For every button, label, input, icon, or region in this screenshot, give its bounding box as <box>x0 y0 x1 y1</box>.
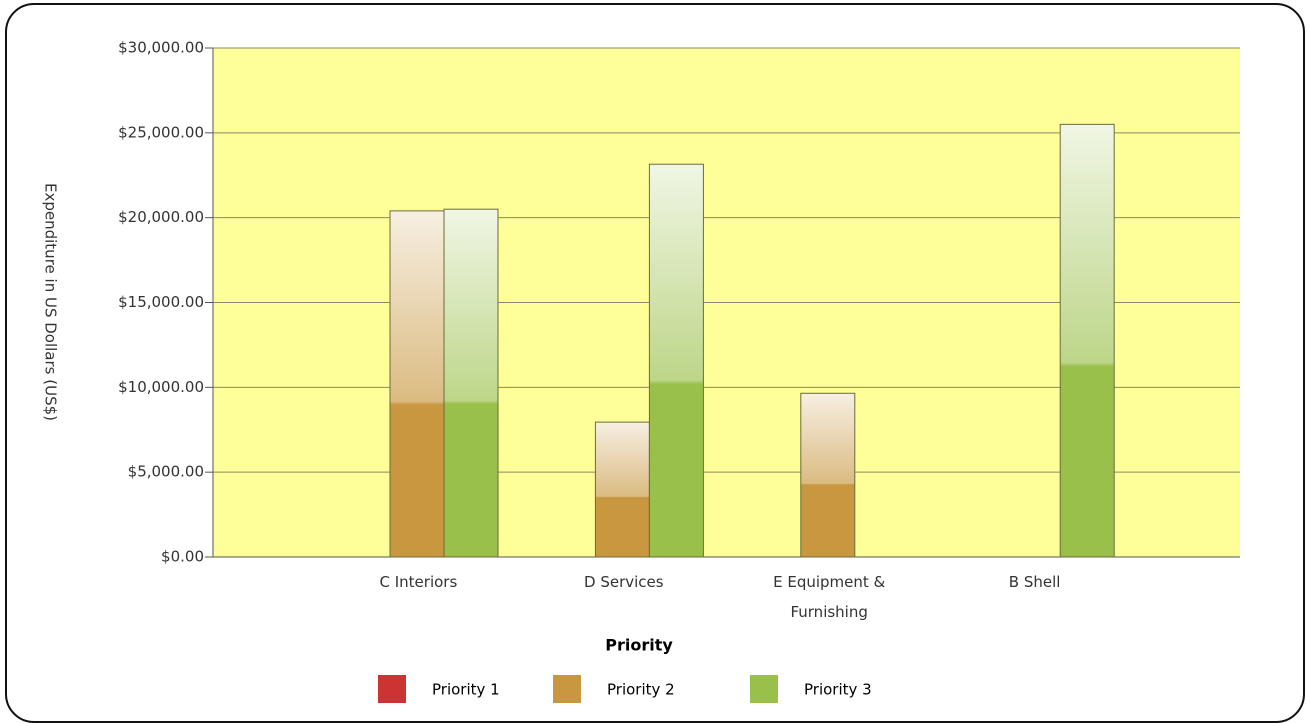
bar <box>389 210 445 558</box>
legend-swatch <box>750 675 778 703</box>
bar <box>800 392 856 558</box>
legend-label: Priority 2 <box>607 681 675 699</box>
bar <box>443 208 499 558</box>
y-tick-label: $15,000.00 <box>118 293 204 311</box>
bar <box>1059 123 1115 558</box>
x-tick-label: B Shell <box>1008 573 1061 591</box>
legend-label: Priority 3 <box>804 681 872 699</box>
y-tick-label: $30,000.00 <box>118 39 204 57</box>
y-axis-title: Expenditure in US Dollars (US$) <box>42 183 60 421</box>
x-tick-label: D Services <box>584 573 664 591</box>
x-axis-title: Priority <box>605 636 673 655</box>
x-tick-label: C Interiors <box>379 573 458 591</box>
y-tick-label: $20,000.00 <box>118 208 204 226</box>
y-tick-label: $0.00 <box>161 548 204 566</box>
y-tick-label: $25,000.00 <box>118 123 204 141</box>
legend-swatch <box>553 675 581 703</box>
bar <box>648 163 704 558</box>
x-tick-label: E Equipment & Furnishing <box>773 573 886 621</box>
y-tick-label: $10,000.00 <box>118 378 204 396</box>
y-tick-label: $5,000.00 <box>128 463 204 481</box>
legend-label: Priority 1 <box>432 681 500 699</box>
legend-swatch <box>378 675 406 703</box>
bar <box>594 421 650 558</box>
